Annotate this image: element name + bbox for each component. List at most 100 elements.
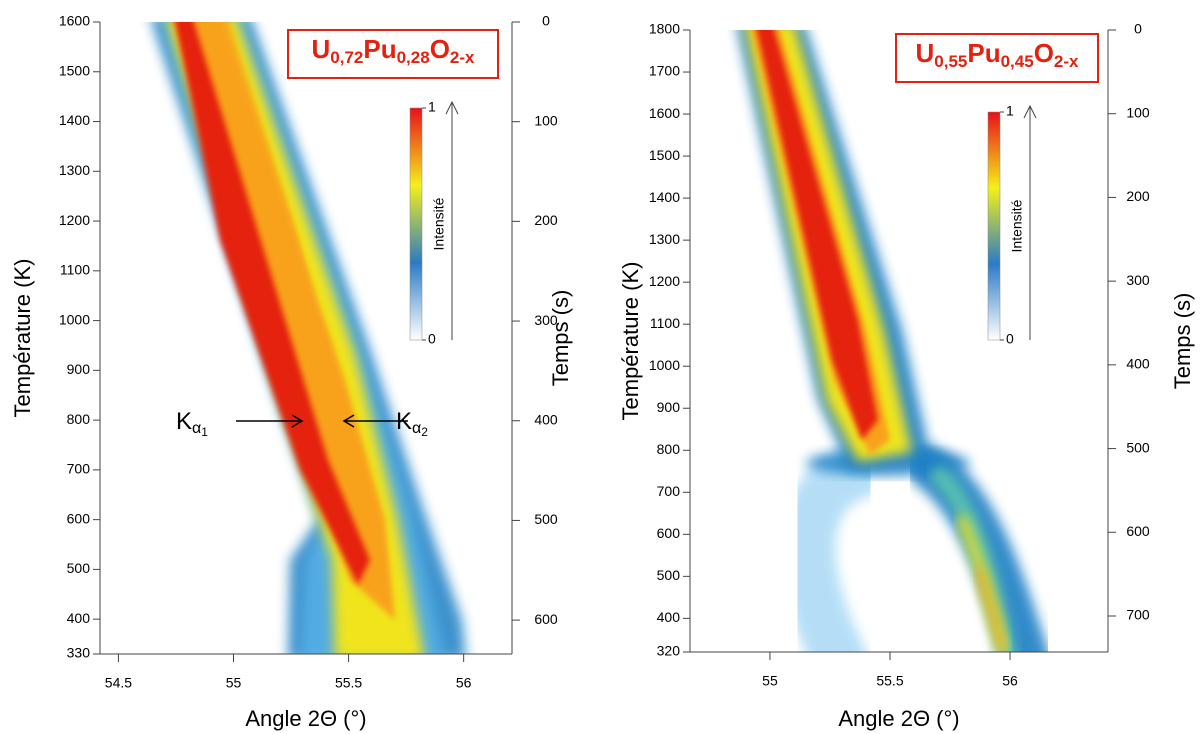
y2-tick-label: 200 xyxy=(1126,188,1150,204)
y2-tick-label: 600 xyxy=(1126,523,1150,539)
colorbar-arrowhead xyxy=(445,100,459,115)
y2-tick-label: 500 xyxy=(534,511,558,527)
heatmap xyxy=(737,30,1049,652)
annotation-arrowhead xyxy=(291,414,304,428)
colorbar-tick-label: 0 xyxy=(1006,331,1014,347)
y-tick-label: 1200 xyxy=(649,273,680,289)
y-tick-label: 1800 xyxy=(649,21,680,37)
y2-tick-label: 100 xyxy=(534,112,558,128)
text-part: α xyxy=(192,420,201,437)
y2-tick-label: 700 xyxy=(1126,607,1150,623)
text-part: α xyxy=(412,420,421,437)
intensity-band xyxy=(975,567,1005,651)
title-box xyxy=(287,29,499,79)
y-tick-label: 600 xyxy=(67,510,91,526)
colorbar-tick-label: 1 xyxy=(1006,103,1014,119)
colorbar xyxy=(987,111,1001,341)
chart-title: U0,72Pu0,28O2-x xyxy=(311,34,475,68)
intensity-band xyxy=(780,442,888,652)
y-tick-label: 1500 xyxy=(59,62,90,78)
text-part: 1 xyxy=(201,425,208,439)
y-tick-label: 800 xyxy=(657,441,681,457)
colorbar-tick-label: 0 xyxy=(428,331,436,347)
text-part: 2-x xyxy=(450,48,475,67)
text-part: Pu xyxy=(363,34,396,64)
y2-axis-label: Temps (s) xyxy=(1170,293,1195,390)
x-tick-label: 55 xyxy=(762,673,778,689)
x-tick-label: 54.5 xyxy=(105,675,132,691)
y-tick-label: 1500 xyxy=(649,147,680,163)
text-part: 0,72 xyxy=(330,48,363,67)
y-tick-label: 1400 xyxy=(649,189,680,205)
x-tick-label: 56 xyxy=(1002,673,1018,689)
y-tick-label: 1000 xyxy=(649,357,680,373)
y-tick-label: 1100 xyxy=(60,262,90,278)
text-part: 2 xyxy=(421,425,428,439)
chart-title: U0,55Pu0,45O2-x xyxy=(915,38,1079,72)
intensity-band xyxy=(175,22,370,585)
y-tick-label: 320 xyxy=(657,643,681,659)
colorbar-label: Intensité xyxy=(1009,199,1025,252)
y-tick-label: 1600 xyxy=(59,13,90,29)
text-part: 0,45 xyxy=(1001,52,1034,71)
colorbar-arrowhead xyxy=(1023,104,1037,119)
text-part: Pu xyxy=(967,38,1000,68)
y-tick-label: 500 xyxy=(67,560,91,576)
text-part: 0,28 xyxy=(397,48,430,67)
x-tick-label: 56 xyxy=(456,675,472,691)
y-tick-label: 1200 xyxy=(59,212,90,228)
y2-tick-label: 200 xyxy=(534,212,558,228)
x-tick-label: 55 xyxy=(226,675,242,691)
colorbar-label: Intensité xyxy=(431,197,447,250)
y-tick-label: 1300 xyxy=(59,162,90,178)
text-part: O xyxy=(1034,38,1054,68)
y-tick-label: 900 xyxy=(67,361,91,377)
text-part: 2-x xyxy=(1054,52,1079,71)
y-tick-label: 330 xyxy=(67,645,91,661)
y-tick-label: 700 xyxy=(657,483,681,499)
y2-axis-label: Temps (s) xyxy=(548,290,573,387)
y-tick-label: 900 xyxy=(657,399,681,415)
text-part: 0,55 xyxy=(934,52,967,71)
text-part: U xyxy=(915,38,934,68)
y2-tick-label: 0 xyxy=(542,13,550,29)
y2-tick-label: 500 xyxy=(1126,439,1150,455)
y-tick-label: 1700 xyxy=(649,63,680,79)
annotation: Kα1 xyxy=(176,408,208,439)
y-axis-label: Température (K) xyxy=(10,259,35,418)
colorbar-tick-label: 1 xyxy=(428,99,436,115)
y2-tick-label: 400 xyxy=(1126,356,1150,372)
intensity-band xyxy=(215,22,310,290)
y-tick-label: 700 xyxy=(67,461,91,477)
y-tick-label: 400 xyxy=(657,609,681,625)
y2-tick-label: 300 xyxy=(534,312,558,328)
annotation-arrowhead xyxy=(342,414,355,428)
text-part: K xyxy=(176,408,192,435)
intensity-band xyxy=(756,30,878,440)
annotation: Kα2 xyxy=(396,408,428,439)
heatmap xyxy=(151,22,466,654)
text-part: U xyxy=(311,34,330,64)
x-axis-label: Angle 2Θ (°) xyxy=(838,706,959,731)
y2-tick-label: 600 xyxy=(534,611,558,627)
colorbar xyxy=(409,107,423,341)
y-axis-label: Température (K) xyxy=(618,262,643,421)
y-tick-label: 1600 xyxy=(649,105,680,121)
y2-tick-label: 400 xyxy=(534,411,558,427)
y-tick-label: 1400 xyxy=(59,112,90,128)
text-part: O xyxy=(430,34,450,64)
x-tick-label: 55.5 xyxy=(335,675,362,691)
y-tick-label: 1000 xyxy=(59,311,90,327)
y2-tick-label: 100 xyxy=(1126,104,1150,120)
y-tick-label: 1300 xyxy=(649,231,680,247)
y-tick-label: 800 xyxy=(67,411,91,427)
y-tick-label: 400 xyxy=(67,610,91,626)
x-axis-label: Angle 2Θ (°) xyxy=(245,706,366,731)
y-tick-label: 1100 xyxy=(650,315,680,331)
y-tick-label: 500 xyxy=(657,567,681,583)
y-tick-label: 600 xyxy=(657,525,681,541)
x-tick-label: 55.5 xyxy=(876,673,903,689)
title-box xyxy=(895,33,1099,83)
y2-tick-label: 300 xyxy=(1126,272,1150,288)
